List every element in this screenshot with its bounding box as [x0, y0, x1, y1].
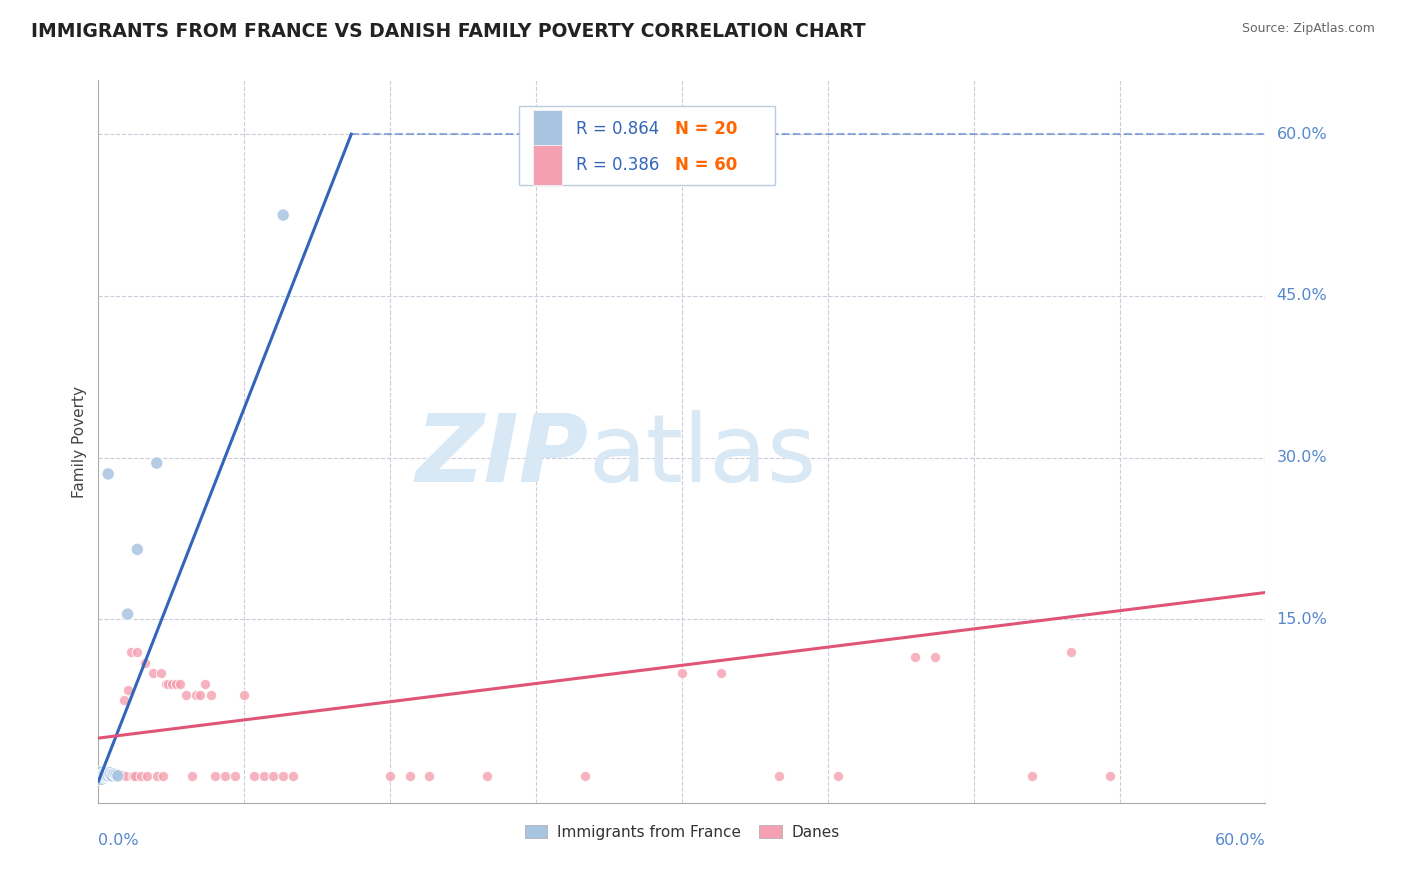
Point [162, 677, 184, 691]
Point [107, 768, 129, 782]
Text: 60.0%: 60.0% [1277, 127, 1327, 142]
Text: atlas: atlas [589, 410, 817, 502]
Point [108, 769, 131, 783]
Point [97, 768, 120, 782]
Point [121, 645, 143, 659]
Point [477, 769, 499, 783]
Point [96, 770, 118, 784]
Point [380, 769, 402, 783]
Point [194, 677, 217, 691]
Point [1021, 769, 1043, 783]
Point [103, 768, 125, 782]
Point [96, 769, 118, 783]
Point [127, 542, 149, 557]
Point [157, 677, 180, 691]
Point [262, 769, 284, 783]
Point [127, 645, 149, 659]
Text: R = 0.386: R = 0.386 [575, 156, 659, 174]
Point [152, 769, 174, 783]
Point [253, 769, 276, 783]
Point [180, 769, 202, 783]
Point [146, 456, 169, 470]
Point [98, 765, 121, 780]
Text: N = 20: N = 20 [675, 120, 737, 138]
Point [1060, 645, 1083, 659]
Point [281, 769, 304, 783]
Point [134, 656, 156, 670]
Point [214, 769, 236, 783]
Point [142, 666, 165, 681]
Point [98, 769, 121, 783]
Point [574, 769, 596, 783]
Point [89, 769, 111, 783]
Point [200, 688, 222, 702]
Point [169, 677, 191, 691]
Point [97, 766, 120, 780]
Point [184, 688, 207, 702]
Point [101, 769, 124, 783]
Point [924, 650, 946, 665]
Point [117, 607, 139, 621]
Point [271, 769, 294, 783]
Point [129, 769, 152, 783]
Point [91, 768, 114, 782]
Text: ZIP: ZIP [416, 410, 589, 502]
Point [98, 768, 121, 782]
FancyBboxPatch shape [519, 105, 775, 185]
Point [904, 650, 927, 665]
Point [136, 769, 159, 783]
Point [1098, 769, 1121, 783]
Point [671, 666, 693, 681]
Point [107, 769, 129, 783]
Point [89, 769, 111, 783]
Point [165, 677, 187, 691]
Point [97, 467, 120, 481]
Point [124, 769, 146, 783]
Text: 60.0%: 60.0% [1215, 833, 1265, 848]
Point [174, 688, 197, 702]
Legend: Immigrants from France, Danes: Immigrants from France, Danes [519, 819, 845, 846]
Point [710, 666, 733, 681]
Point [149, 666, 172, 681]
FancyBboxPatch shape [533, 145, 562, 185]
Point [146, 769, 169, 783]
Point [104, 769, 127, 783]
Text: N = 60: N = 60 [675, 156, 737, 174]
Point [101, 769, 124, 783]
Text: 45.0%: 45.0% [1277, 288, 1327, 303]
Point [93, 769, 115, 783]
Point [271, 208, 294, 222]
Point [398, 769, 420, 783]
Point [188, 688, 211, 702]
Point [204, 769, 226, 783]
Point [104, 768, 127, 782]
Y-axis label: Family Poverty: Family Poverty [72, 385, 87, 498]
Point [243, 769, 266, 783]
Text: IMMIGRANTS FROM FRANCE VS DANISH FAMILY POVERTY CORRELATION CHART: IMMIGRANTS FROM FRANCE VS DANISH FAMILY … [31, 22, 866, 41]
Text: 30.0%: 30.0% [1277, 450, 1327, 466]
FancyBboxPatch shape [533, 110, 562, 149]
Point [112, 693, 135, 707]
Point [97, 769, 120, 783]
Point [233, 688, 256, 702]
Point [91, 770, 114, 784]
Text: Source: ZipAtlas.com: Source: ZipAtlas.com [1241, 22, 1375, 36]
Point [224, 769, 246, 783]
Point [91, 768, 114, 782]
Text: R = 0.864: R = 0.864 [575, 120, 659, 138]
Point [103, 766, 125, 780]
Point [768, 769, 790, 783]
Point [96, 765, 118, 780]
Text: 0.0%: 0.0% [98, 833, 139, 848]
Point [93, 766, 115, 780]
Point [111, 768, 134, 782]
Point [827, 769, 849, 783]
Point [114, 769, 136, 783]
Point [93, 769, 115, 783]
Point [418, 769, 440, 783]
Point [155, 677, 177, 691]
Text: 15.0%: 15.0% [1277, 612, 1327, 627]
Point [122, 769, 145, 783]
Point [117, 682, 139, 697]
